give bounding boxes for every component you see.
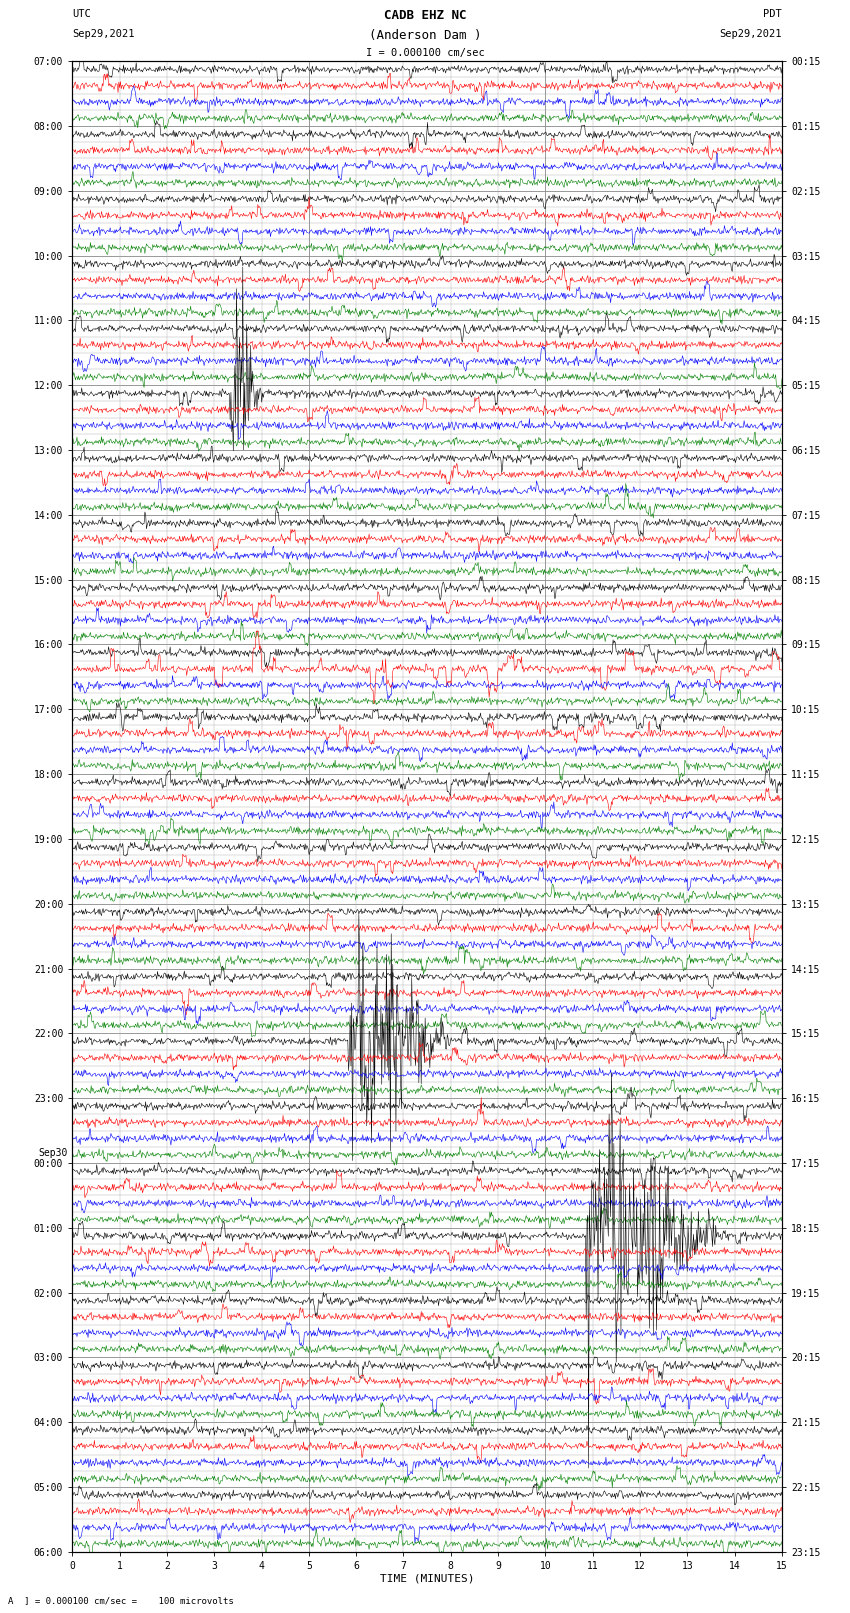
Text: CADB EHZ NC: CADB EHZ NC <box>383 10 467 23</box>
Text: Sep29,2021: Sep29,2021 <box>72 29 135 39</box>
Text: I = 0.000100 cm/sec: I = 0.000100 cm/sec <box>366 48 484 58</box>
Text: A  ] = 0.000100 cm/sec =    100 microvolts: A ] = 0.000100 cm/sec = 100 microvolts <box>8 1595 235 1605</box>
Text: Sep30: Sep30 <box>38 1148 68 1158</box>
Text: UTC: UTC <box>72 10 91 19</box>
Text: Sep29,2021: Sep29,2021 <box>719 29 782 39</box>
Text: PDT: PDT <box>763 10 782 19</box>
Text: (Anderson Dam ): (Anderson Dam ) <box>369 29 481 42</box>
X-axis label: TIME (MINUTES): TIME (MINUTES) <box>380 1574 474 1584</box>
